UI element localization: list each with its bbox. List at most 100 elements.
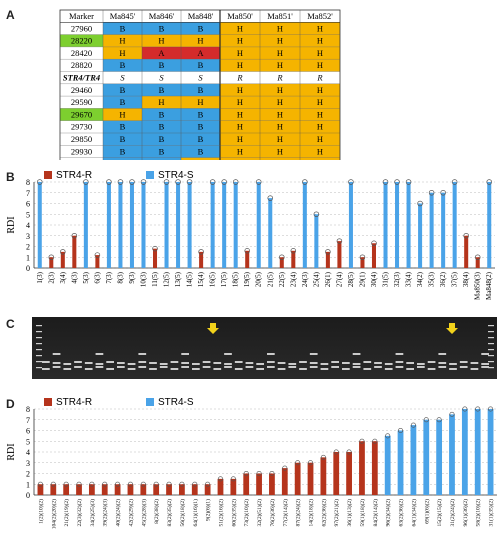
bar bbox=[475, 257, 480, 268]
genotype-value: S bbox=[159, 73, 164, 83]
data-point bbox=[243, 470, 249, 477]
x-tick-label: 19(5) bbox=[243, 271, 251, 287]
x-tick-label: 10(3) bbox=[139, 271, 147, 287]
x-tick-label: 26(1) bbox=[324, 271, 332, 287]
data-point bbox=[83, 179, 89, 185]
x-tick-label: 62(2)(36)(2) bbox=[320, 499, 327, 527]
gel-band bbox=[234, 368, 243, 370]
marker-cell bbox=[60, 96, 103, 109]
genotype-value: H bbox=[317, 36, 323, 46]
bar bbox=[395, 182, 400, 268]
genotype-value: H bbox=[237, 109, 243, 119]
genotype-cell bbox=[181, 71, 220, 84]
marker-label: 30000 bbox=[71, 159, 92, 160]
panel-label-c: C bbox=[6, 317, 15, 331]
genotype-table: Marker Ma845' Ma846' Ma848' Ma850' Ma851' Ma85… bbox=[59, 9, 341, 160]
x-tick-label: 15(2)(15)(2) bbox=[436, 499, 443, 527]
genotype-value: B bbox=[120, 85, 126, 95]
x-tick-label: 83(2)(35)(2) bbox=[166, 499, 173, 527]
gel-band bbox=[138, 353, 147, 355]
table-header-4: Ma850' bbox=[227, 11, 253, 21]
panel-label-d: D bbox=[6, 397, 15, 411]
genotype-cell bbox=[142, 46, 181, 60]
data-point bbox=[282, 465, 288, 471]
genotype-cell bbox=[220, 46, 260, 60]
ladder-band bbox=[488, 331, 494, 333]
gel-band bbox=[417, 363, 425, 365]
bar bbox=[83, 182, 88, 268]
genotype-value: H bbox=[317, 122, 323, 132]
genotype-cell bbox=[260, 120, 300, 133]
legend-swatch bbox=[146, 398, 154, 406]
genotype-cell bbox=[103, 120, 142, 133]
genotype-cell bbox=[300, 71, 340, 84]
genotype-cell bbox=[260, 71, 300, 84]
x-tick-label: 14(2)(18)(2) bbox=[308, 499, 315, 527]
gel-band bbox=[127, 363, 136, 365]
bar bbox=[88, 484, 95, 495]
x-tick-label: 87(2)(24)(2) bbox=[295, 499, 302, 527]
genotype-cell bbox=[181, 83, 220, 97]
data-point bbox=[209, 179, 216, 185]
marker-cell bbox=[60, 120, 103, 133]
genotype-cell bbox=[103, 71, 142, 84]
data-point bbox=[302, 179, 308, 185]
x-tick-label: 20(5) bbox=[255, 271, 263, 287]
genotype-cell bbox=[220, 83, 260, 97]
genotype-cell bbox=[181, 145, 220, 158]
gel-band bbox=[352, 363, 361, 365]
marker-cell bbox=[60, 157, 103, 160]
ladder-band bbox=[488, 337, 494, 339]
ladder-band bbox=[36, 367, 42, 369]
bar bbox=[269, 473, 275, 495]
legend-label: STR4-R bbox=[56, 170, 92, 181]
genotype-value: B bbox=[159, 85, 165, 95]
genotype-value: H bbox=[277, 23, 283, 33]
genotype-cell bbox=[220, 133, 260, 146]
genotype-cell bbox=[142, 22, 181, 35]
y-axis-label: RDI bbox=[6, 443, 17, 460]
bar bbox=[464, 235, 469, 268]
data-point bbox=[397, 427, 404, 434]
gel-band bbox=[245, 366, 254, 368]
data-point bbox=[179, 481, 185, 487]
y-tick-label: 1 bbox=[26, 253, 30, 262]
data-point bbox=[371, 240, 377, 247]
genotype-cell bbox=[142, 96, 181, 109]
gel-band bbox=[52, 362, 61, 364]
data-point bbox=[255, 179, 262, 185]
data-point bbox=[221, 179, 227, 185]
gel-band bbox=[481, 363, 489, 365]
gel-band bbox=[342, 362, 350, 364]
data-point bbox=[60, 249, 66, 255]
gel-band bbox=[234, 361, 243, 363]
bar bbox=[49, 257, 54, 268]
x-tick-label: 38(4) bbox=[462, 271, 470, 287]
bar bbox=[101, 484, 108, 495]
genotype-value: H bbox=[277, 97, 283, 107]
genotype-value: H bbox=[158, 97, 164, 107]
genotype-value: H bbox=[237, 60, 243, 70]
panel-label-a: A bbox=[6, 8, 15, 22]
gel-band bbox=[74, 361, 82, 363]
x-tick-label: 23(4) bbox=[289, 271, 297, 287]
gel-band bbox=[449, 363, 457, 365]
ladder-band bbox=[36, 355, 42, 357]
data-point bbox=[267, 195, 274, 201]
data-point bbox=[115, 481, 121, 487]
data-point bbox=[232, 179, 239, 185]
data-point bbox=[488, 406, 494, 412]
gel-band bbox=[106, 368, 114, 370]
genotype-cell bbox=[300, 34, 340, 47]
y-tick-label: 5 bbox=[26, 210, 30, 219]
x-tick-label: 24(3) bbox=[301, 271, 309, 287]
x-tick-label: 96(2)(34)(2) bbox=[385, 499, 392, 527]
gel-band bbox=[256, 368, 264, 370]
genotype-value: S bbox=[198, 73, 203, 83]
genotype-value: B bbox=[120, 122, 126, 132]
bar bbox=[441, 192, 446, 268]
data-point bbox=[307, 460, 314, 466]
y-tick-label: 7 bbox=[26, 189, 30, 198]
data-point bbox=[37, 179, 43, 185]
